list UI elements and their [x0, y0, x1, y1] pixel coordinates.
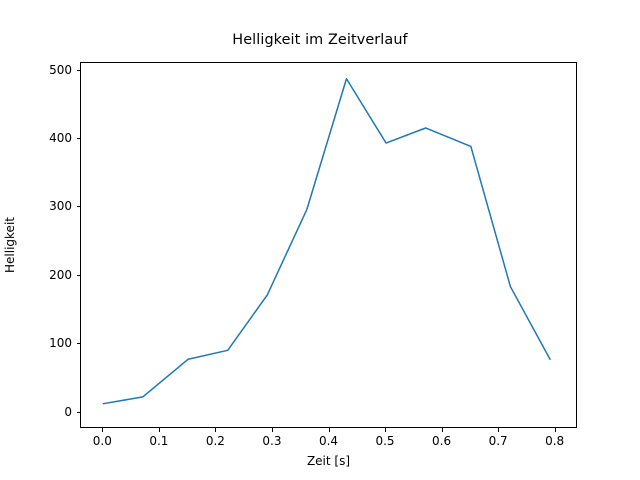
x-tick-mark [215, 428, 217, 432]
y-tick-label: 0 [64, 404, 72, 419]
y-tick-label: 100 [49, 336, 72, 351]
x-tick-label: 0.4 [318, 434, 339, 448]
x-tick-label: 0.1 [149, 434, 169, 448]
x-tick-mark [554, 428, 556, 432]
plot-axes [80, 62, 577, 428]
y-tick-mark [76, 343, 80, 345]
x-tick-label: 0.3 [262, 434, 282, 448]
x-tick-label: 0.0 [92, 434, 112, 448]
x-tick-label: 0.5 [375, 434, 395, 448]
y-axis-label: Helligkeit [0, 62, 20, 428]
y-tick-label: 200 [49, 267, 72, 282]
y-tick-mark [76, 206, 80, 208]
y-tick-mark [76, 69, 80, 71]
chart-title: Helligkeit im Zeitverlauf [232, 32, 408, 48]
x-tick-label: 0.7 [488, 434, 508, 448]
x-tick-mark [328, 428, 330, 432]
x-tick-mark [498, 428, 500, 432]
line-series-svg [102, 77, 551, 405]
x-axis-label: Zeit [s] [306, 454, 351, 468]
y-tick-mark [76, 274, 80, 276]
y-tick-label: 400 [49, 130, 72, 145]
x-tick-label: 0.6 [432, 434, 452, 448]
x-tick-label: 0.2 [205, 434, 225, 448]
y-tick-label: 300 [49, 199, 72, 214]
line-series-helligkeit [102, 77, 551, 405]
y-axis-label-text: Helligkeit [3, 217, 17, 273]
x-tick-mark [385, 428, 387, 432]
x-tick-mark [271, 428, 273, 432]
x-tick-mark [158, 428, 160, 432]
x-tick-label: 0.8 [545, 434, 565, 448]
y-tick-label: 500 [49, 62, 72, 77]
y-tick-mark [76, 411, 80, 413]
y-tick-mark [76, 137, 80, 139]
x-tick-mark [102, 428, 104, 432]
x-tick-mark [441, 428, 443, 432]
